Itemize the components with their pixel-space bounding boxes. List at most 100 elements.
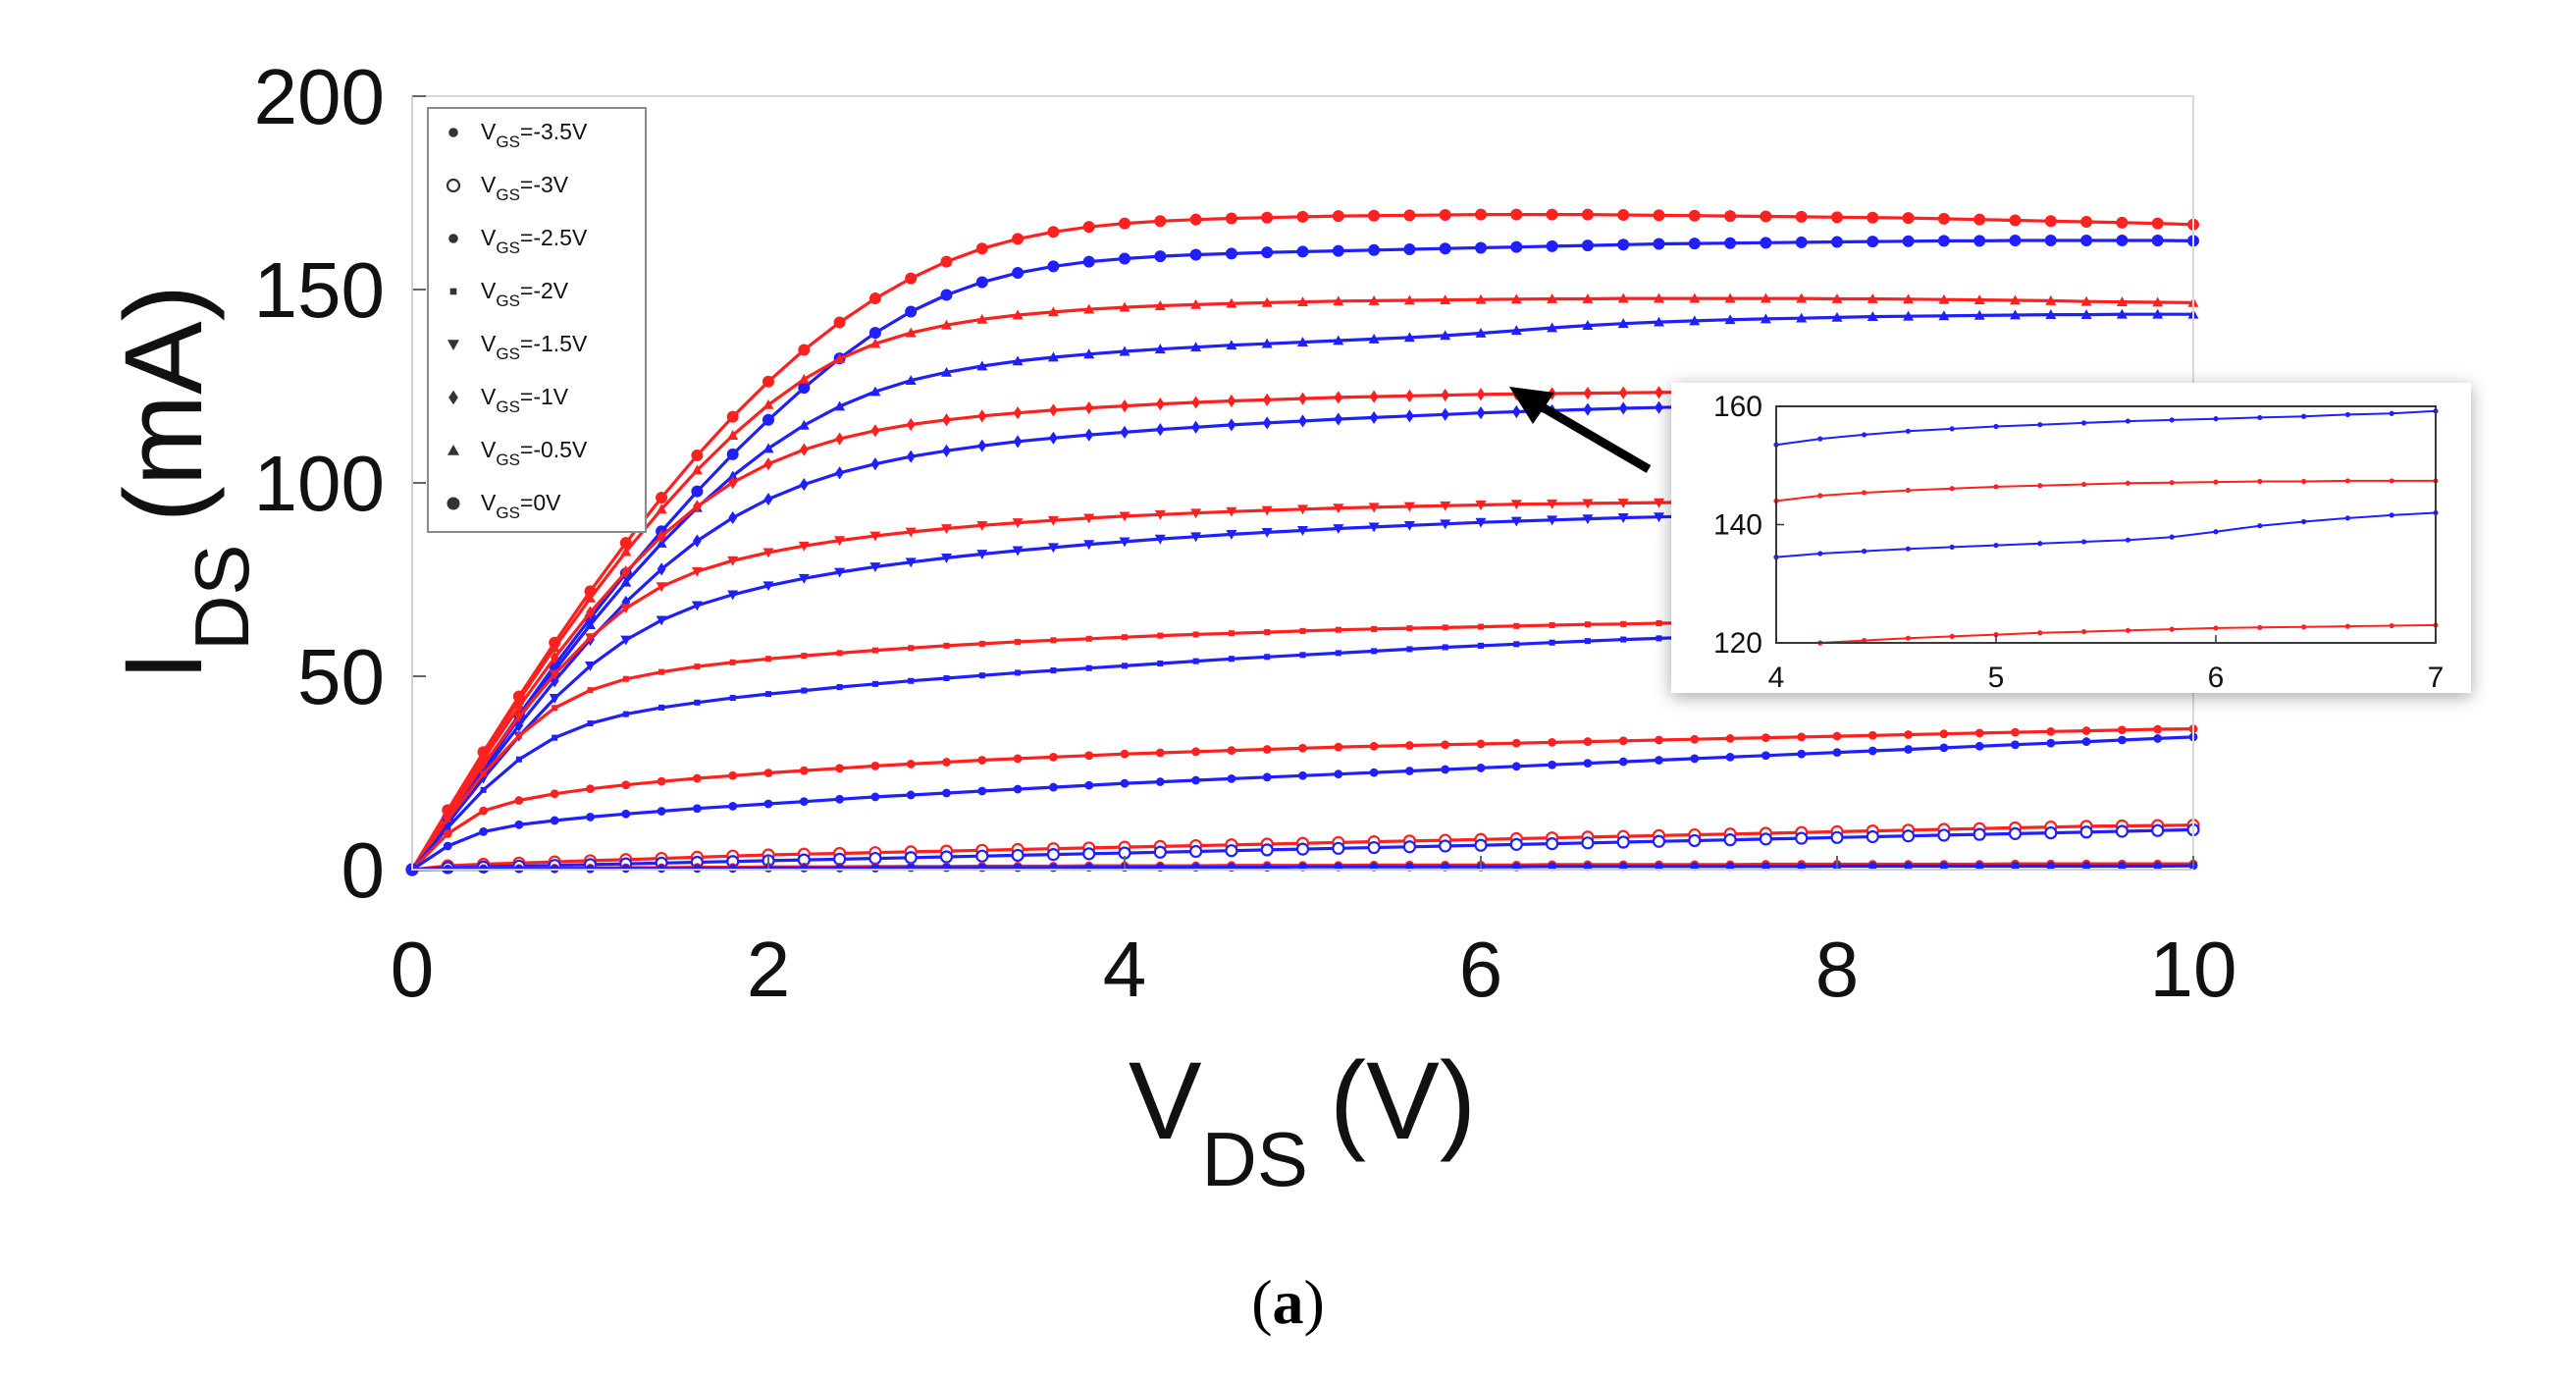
data-point <box>870 762 880 770</box>
data-point <box>906 863 916 873</box>
inset-data-point <box>2389 410 2394 416</box>
data-point <box>1902 212 1915 225</box>
data-point <box>1295 842 1310 856</box>
data-point <box>942 758 951 767</box>
series-10 <box>407 724 2198 875</box>
data-point <box>445 816 451 822</box>
data-point <box>1403 502 1415 512</box>
data-point <box>976 313 988 324</box>
data-point <box>1653 209 1665 222</box>
inset-data-point <box>2037 422 2043 428</box>
inset-data-point <box>2037 541 2043 547</box>
data-point <box>1688 833 1702 848</box>
data-point <box>480 770 487 777</box>
data-point <box>1119 252 1130 265</box>
legend-item: VGS=-1.5V <box>447 331 588 363</box>
inset-data-point <box>2125 480 2130 486</box>
data-point <box>869 386 881 397</box>
data-point <box>1406 625 1413 632</box>
x-axis-label-sub: DS <box>1202 1116 1308 1202</box>
data-point <box>871 647 878 654</box>
data-point <box>1227 418 1236 432</box>
data-point <box>905 305 918 318</box>
x-tick-label: 4 <box>1103 926 1147 1013</box>
data-point <box>904 851 918 865</box>
data-point <box>834 400 846 411</box>
data-point <box>1154 534 1166 545</box>
data-point <box>1440 501 1451 511</box>
data-point <box>1513 622 1520 629</box>
data-point <box>694 699 701 706</box>
inset-data-point <box>2389 622 2394 629</box>
data-point <box>1937 828 1951 842</box>
data-point <box>1583 759 1593 769</box>
inset-data-point <box>1905 428 1911 434</box>
data-point <box>1335 626 1341 633</box>
data-point <box>1830 830 1844 844</box>
legend-label: VGS=-1.5V <box>481 331 588 363</box>
data-point <box>1013 863 1023 873</box>
data-point <box>693 534 702 548</box>
legend-label: VGS=0V <box>481 490 561 522</box>
data-point <box>1334 769 1343 779</box>
inset-data-point <box>2301 518 2307 525</box>
data-point <box>798 344 811 356</box>
inset-x-tick-label: 4 <box>1768 662 1785 694</box>
data-point <box>1583 386 1593 400</box>
data-point <box>2045 294 2057 305</box>
data-point <box>657 529 666 543</box>
data-point <box>1190 508 1202 519</box>
data-point <box>1903 310 1915 321</box>
y-tick-label: 150 <box>254 246 385 334</box>
data-point <box>1367 840 1381 855</box>
data-point <box>1334 412 1343 426</box>
data-point <box>1617 292 1629 303</box>
data-point <box>727 590 739 601</box>
data-point <box>622 711 629 717</box>
legend-item: VGS=-2.5V <box>448 225 588 257</box>
data-point <box>1082 847 1096 861</box>
data-point <box>1510 516 1522 527</box>
data-point <box>2009 234 2022 246</box>
inset-data-point <box>2169 626 2175 632</box>
y-tick-label: 100 <box>254 440 385 527</box>
data-point <box>1264 654 1271 661</box>
data-point <box>1584 638 1591 645</box>
panel-label-letter: a <box>1272 1267 1304 1337</box>
data-point <box>1795 210 1808 223</box>
data-point <box>1083 540 1095 551</box>
data-point <box>691 464 703 475</box>
data-point <box>1510 500 1522 510</box>
data-point <box>1937 235 1950 247</box>
inset-data-point <box>2213 479 2219 485</box>
inset-data-point <box>2125 627 2130 633</box>
data-point <box>1085 664 1092 671</box>
data-point <box>1121 634 1129 641</box>
data-point <box>1582 320 1594 331</box>
data-point <box>620 576 632 587</box>
data-point <box>1119 511 1130 522</box>
data-point <box>1261 246 1274 259</box>
legend-label: VGS=-2.5V <box>481 225 588 257</box>
data-point <box>1297 504 1308 515</box>
data-point <box>1723 833 1737 847</box>
data-point <box>1120 778 1130 788</box>
data-point <box>1439 242 1451 255</box>
data-point <box>940 289 953 301</box>
data-point <box>1228 630 1235 637</box>
data-point <box>1333 524 1344 534</box>
data-point <box>1015 669 1022 676</box>
data-point <box>1477 642 1485 649</box>
data-point <box>2118 725 2127 735</box>
inset-data-point <box>1949 544 1955 550</box>
data-point <box>1368 209 1381 222</box>
data-point <box>1227 746 1236 756</box>
data-point <box>1510 325 1522 336</box>
inset-data-point <box>2169 534 2175 540</box>
data-point <box>1334 391 1343 404</box>
data-point <box>657 864 666 874</box>
data-point <box>1049 782 1058 792</box>
data-point <box>1192 631 1199 638</box>
data-point <box>1760 313 1771 324</box>
legend-item: VGS=-0.5V <box>447 437 588 469</box>
